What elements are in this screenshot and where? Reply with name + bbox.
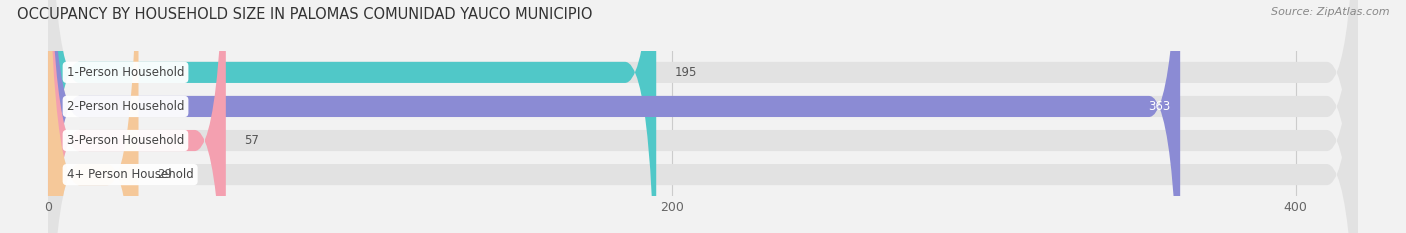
Text: 29: 29 [157, 168, 172, 181]
FancyBboxPatch shape [48, 0, 139, 233]
FancyBboxPatch shape [48, 0, 226, 233]
FancyBboxPatch shape [48, 0, 1180, 233]
Text: 57: 57 [245, 134, 260, 147]
Text: OCCUPANCY BY HOUSEHOLD SIZE IN PALOMAS COMUNIDAD YAUCO MUNICIPIO: OCCUPANCY BY HOUSEHOLD SIZE IN PALOMAS C… [17, 7, 592, 22]
FancyBboxPatch shape [48, 0, 1358, 233]
Text: Source: ZipAtlas.com: Source: ZipAtlas.com [1271, 7, 1389, 17]
FancyBboxPatch shape [48, 0, 1358, 233]
FancyBboxPatch shape [48, 0, 657, 233]
Text: 363: 363 [1149, 100, 1171, 113]
FancyBboxPatch shape [48, 0, 1358, 233]
Text: 4+ Person Household: 4+ Person Household [66, 168, 194, 181]
Text: 2-Person Household: 2-Person Household [66, 100, 184, 113]
Text: 1-Person Household: 1-Person Household [66, 66, 184, 79]
FancyBboxPatch shape [48, 0, 1358, 233]
Text: 195: 195 [675, 66, 697, 79]
Text: 3-Person Household: 3-Person Household [66, 134, 184, 147]
